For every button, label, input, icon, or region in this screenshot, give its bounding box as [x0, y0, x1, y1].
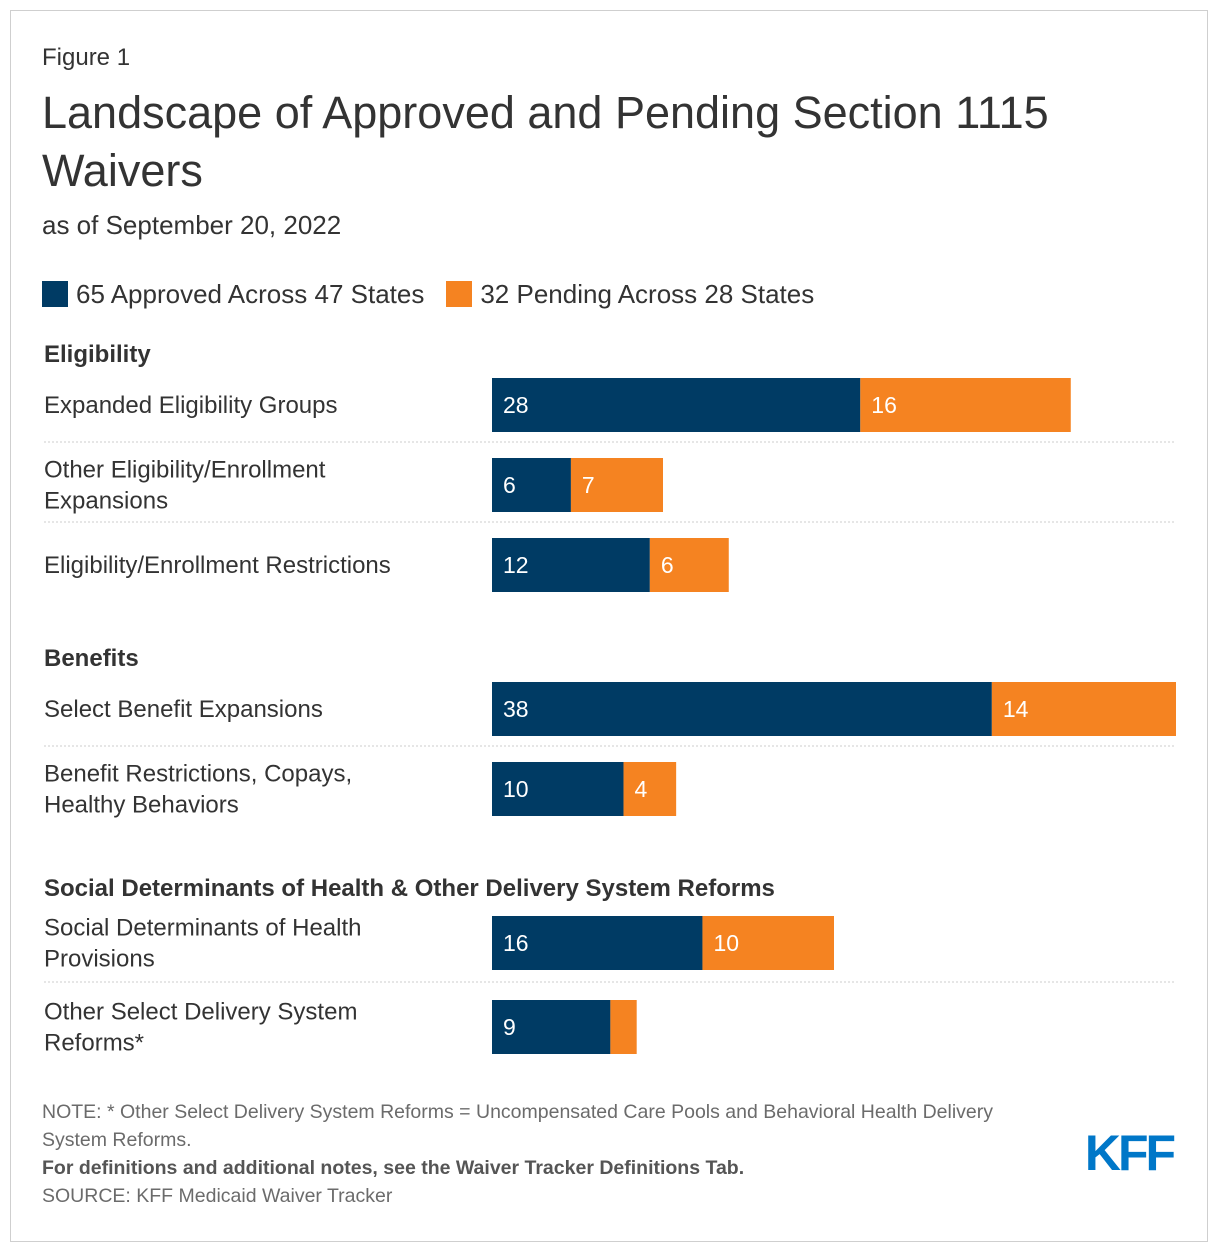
legend-item-approved: 65 Approved Across 47 States: [42, 279, 424, 310]
footer-definitions: For definitions and additional notes, se…: [42, 1157, 745, 1179]
bar-approved: [492, 762, 624, 816]
data-label-pending: 6: [661, 552, 674, 578]
kff-logo-text: KFF: [1085, 1130, 1175, 1174]
figure-frame: [10, 10, 1208, 1242]
bar-approved: [492, 378, 861, 432]
bar-approved: [492, 538, 650, 592]
category-label: Eligibility/Enrollment Restrictions: [44, 552, 391, 579]
category-label: Other Select Delivery System Reforms*: [44, 999, 357, 1057]
bar-pending: [860, 378, 1071, 432]
data-label-pending: 7: [582, 472, 595, 498]
chart-title: Landscape of Approved and Pending Sectio…: [42, 87, 1049, 196]
bar-approved: [492, 916, 703, 970]
chart-subtitle: as of September 20, 2022: [42, 210, 342, 240]
bar-approved: [492, 1000, 611, 1054]
legend-item-pending: 32 Pending Across 28 States: [446, 279, 814, 310]
data-label-pending: 10: [713, 930, 739, 956]
data-label-approved: 9: [503, 1014, 516, 1040]
data-label-approved: 12: [503, 552, 529, 578]
bar-pending: [991, 682, 1176, 736]
data-label-approved: 38: [503, 696, 529, 722]
footer-source: SOURCE: KFF Medicaid Waiver Tracker: [42, 1185, 393, 1207]
chart-footer: NOTE: * Other Select Delivery System Ref…: [42, 1098, 1052, 1210]
data-label-pending: 4: [635, 776, 648, 802]
category-label: Other Eligibility/Enrollment Expansions: [44, 457, 326, 515]
figure-label: Figure 1: [42, 44, 131, 71]
bar-pending: [623, 762, 677, 816]
bar-pending: [570, 458, 663, 512]
bar-pending: [610, 1000, 637, 1054]
group-header: Eligibility: [44, 341, 151, 368]
category-label: Benefit Restrictions, Copays, Healthy Beh…: [44, 761, 352, 819]
chart-legend: 65 Approved Across 47 States 32 Pending …: [42, 278, 836, 310]
legend-swatch-pending: [446, 281, 473, 307]
bar-approved: [492, 682, 992, 736]
bar-approved: [492, 458, 571, 512]
bar-pending: [702, 916, 834, 970]
category-label: Select Benefit Expansions: [44, 696, 323, 723]
data-label-approved: 10: [503, 776, 529, 802]
data-label-approved: 16: [503, 930, 529, 956]
group-header: Benefits: [44, 645, 139, 672]
category-label: Social Determinants of Health Provisions: [44, 915, 361, 973]
data-label-approved: 6: [503, 472, 516, 498]
legend-label-approved: 65 Approved Across 47 States: [76, 278, 425, 309]
legend-swatch-approved: [42, 281, 68, 307]
data-label-approved: 28: [503, 392, 529, 418]
footer-note: NOTE: * Other Select Delivery System Ref…: [42, 1101, 994, 1151]
data-label-pending: 16: [871, 392, 897, 418]
legend-label-pending: 32 Pending Across 28 States: [480, 278, 815, 309]
data-label-pending: 14: [1003, 696, 1029, 722]
kff-logo: KFF: [1085, 1130, 1178, 1174]
group-header: Social Determinants of Health & Other De…: [44, 875, 775, 902]
category-label: Expanded Eligibility Groups: [44, 392, 338, 419]
bar-pending: [649, 538, 729, 592]
